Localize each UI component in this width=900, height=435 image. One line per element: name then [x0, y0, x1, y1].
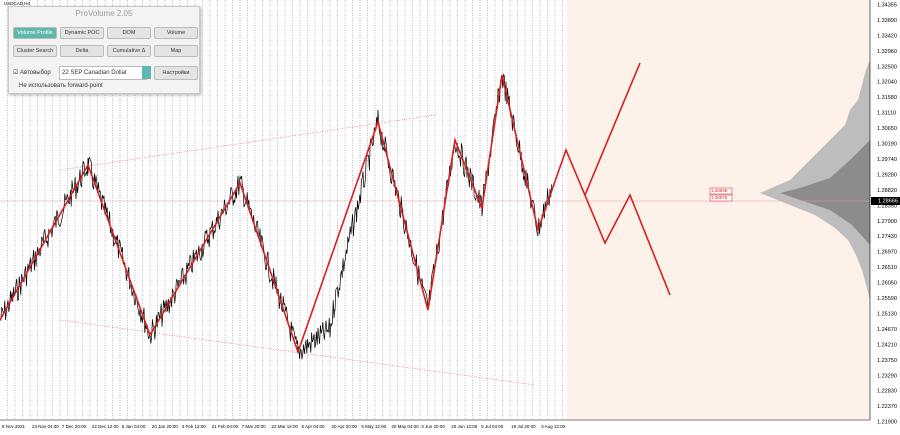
level-label: 1.28936 — [711, 188, 728, 193]
price-label: 1.25590 — [877, 296, 897, 302]
current-price: 1.28666 — [878, 198, 898, 204]
price-label: 1.33420 — [877, 33, 897, 39]
level-box — [709, 187, 733, 195]
volume-profile — [760, 60, 870, 300]
time-label: 20 Apr 20:00 — [331, 424, 357, 429]
forecast-line — [584, 62, 641, 196]
volume-profile-core — [780, 140, 870, 245]
note: Не использовать forward-point — [19, 83, 103, 89]
time-label: 4 Feb 12:00 — [182, 424, 207, 429]
time-label: 7 Dec 20:00 — [62, 424, 87, 429]
time-label: 20 Jun 12:00 — [451, 424, 478, 429]
panel-title: ProVolume 2.05 — [75, 9, 133, 18]
price-label: 1.30650 — [877, 126, 897, 132]
price-label: 1.26970 — [877, 250, 897, 256]
tool-button[interactable]: Delta — [60, 45, 104, 57]
tool-button[interactable]: Map — [154, 45, 198, 57]
price-label: 1.29280 — [877, 172, 897, 178]
time-label: 3 Aug 12:00 — [541, 424, 566, 429]
time-label: 23 Nov 04:00 — [32, 424, 59, 429]
tool-button[interactable]: Volume Profile — [13, 27, 57, 39]
level-label: 1.28575 — [711, 195, 728, 200]
time-label: 22 Dec 12:00 — [92, 424, 119, 429]
price-label: 1.29740 — [877, 157, 897, 163]
time-label: 5 May 12:00 — [361, 424, 386, 429]
price-label: 1.26050 — [877, 281, 897, 287]
time-label: 20 Jan 20:00 — [152, 424, 179, 429]
tool-button[interactable]: Dynamic POC — [60, 27, 104, 39]
checkbox[interactable]: ☑ Автовыбор — [13, 70, 51, 76]
time-label: 3 Jun 20:00 — [421, 424, 445, 429]
level-box — [709, 194, 733, 202]
trend-line — [59, 114, 436, 171]
price-label: 1.23750 — [877, 358, 897, 364]
zigzag — [0, 74, 671, 355]
settings-button[interactable]: Настройки — [154, 66, 198, 80]
price-label: 1.22370 — [877, 404, 897, 410]
price-label: 1.32500 — [877, 64, 897, 70]
tool-button[interactable]: DOM — [107, 27, 151, 39]
price-label: 1.24670 — [877, 327, 897, 333]
time-label: 21 Feb 04:00 — [212, 424, 239, 429]
provolume-panel: ProVolume 2.05 Volume Profile Dynamic POC… — [8, 6, 200, 94]
time-label: 19 Jul 20:00 — [511, 424, 536, 429]
price-label: 1.34355 — [877, 2, 897, 8]
price-axis — [870, 0, 900, 435]
price-label: 1.26510 — [877, 265, 897, 271]
current-price-box — [871, 197, 900, 205]
price-label: 1.32040 — [877, 80, 897, 86]
symbol-select[interactable]: 22 SEP Canadian Dollar — [59, 66, 147, 80]
time-label: 6 Apr 04:00 — [302, 424, 326, 429]
select-arrow[interactable] — [142, 66, 151, 79]
tool-button[interactable]: Cluster Search — [13, 45, 57, 57]
price-label: 1.32960 — [877, 49, 897, 55]
time-label: 6 Jan 04:00 — [122, 424, 146, 429]
price-label: 1.25130 — [877, 311, 897, 317]
price-label: 1.27900 — [877, 219, 897, 225]
price-label: 1.30190 — [877, 142, 897, 148]
price-label: 1.31580 — [877, 95, 897, 101]
price-label: 1.21900 — [877, 420, 897, 426]
price-label: 1.28350 — [877, 203, 897, 209]
time-label: 8 Nov 2021 — [2, 424, 26, 429]
tool-button[interactable]: Volume — [154, 27, 198, 39]
time-label: 22 Mar 12:00 — [272, 424, 299, 429]
time-label: 20 May 04:00 — [391, 424, 419, 429]
price-label: 1.28820 — [877, 188, 897, 194]
price-label: 1.23290 — [877, 373, 897, 379]
tool-button[interactable]: Cumulative Δ — [107, 45, 151, 57]
symbol: USDCAD,H4 — [4, 1, 31, 6]
price-label: 1.22830 — [877, 389, 897, 395]
time-label: 5 Jul 04:00 — [481, 424, 504, 429]
time-label: 7 Mar 20:00 — [242, 424, 267, 429]
checkbox-label: Автовыбор — [20, 70, 51, 76]
price-label: 1.33890 — [877, 18, 897, 24]
price-label: 1.31110 — [877, 111, 896, 117]
price-label: 1.24210 — [877, 342, 897, 348]
price-series — [0, 73, 552, 360]
price-label: 1.27430 — [877, 234, 897, 240]
